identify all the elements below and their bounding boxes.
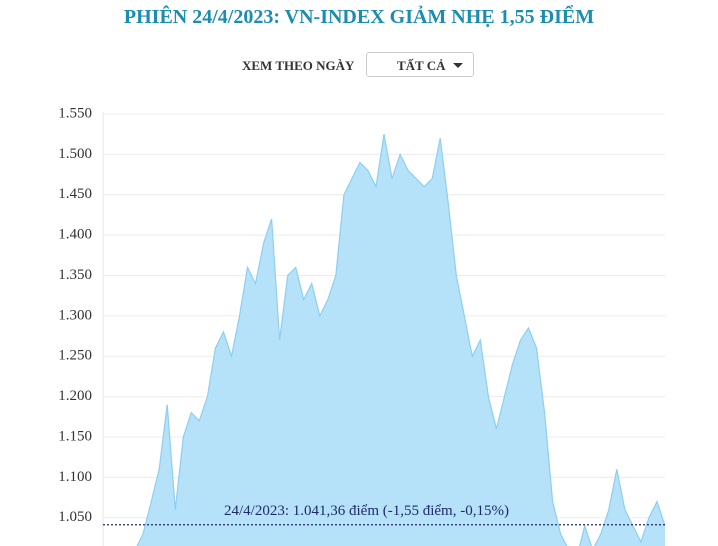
y-tick-label: 1.100	[58, 469, 92, 485]
filter-dropdown[interactable]: TẤT CẢ	[366, 52, 474, 77]
line	[136, 134, 665, 546]
plot-area	[103, 134, 665, 546]
filter-label: XEM THEO NGÀY	[242, 58, 355, 73]
y-tick-label: 1.450	[58, 186, 92, 202]
y-tick-label: 1.350	[58, 267, 92, 283]
y-tick-label: 1.550	[58, 105, 92, 121]
reference-label: 24/4/2023: 1.041,36 điểm (-1,55 điểm, -0…	[224, 503, 509, 519]
y-tick-label: 1.500	[58, 146, 92, 162]
y-tick-label: 1.150	[58, 428, 92, 444]
y-tick-label: 1.050	[58, 509, 92, 525]
y-tick-label: 1.200	[58, 388, 92, 404]
y-tick-label: 1.250	[58, 348, 92, 364]
y-tick-label: 1.400	[58, 227, 92, 243]
area	[103, 134, 665, 546]
chart-title: PHIÊN 24/4/2023: VN-INDEX GIẢM NHẸ 1,55 …	[123, 6, 595, 28]
y-tick-label: 1.300	[58, 307, 92, 323]
